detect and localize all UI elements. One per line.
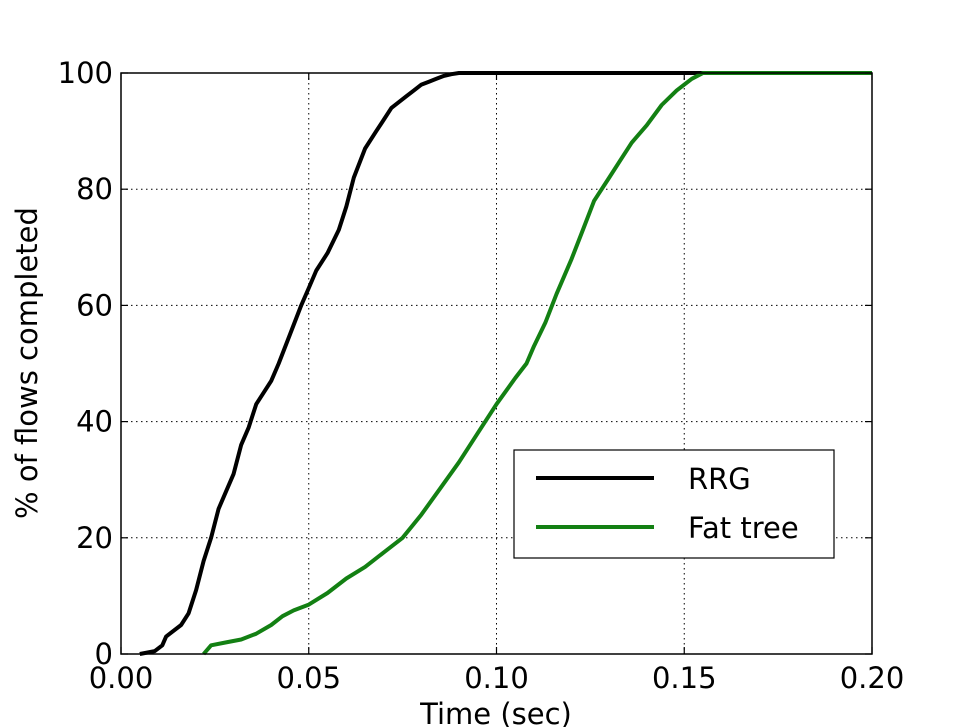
x-tick-label: 0.15 [652, 661, 717, 695]
series-line-rrg [139, 71, 872, 656]
series-group [139, 71, 872, 656]
legend: RRG Fat tree [513, 449, 835, 559]
ticks: 0.00 0.05 0.10 0.15 0.20 0 20 40 60 80 100 [58, 56, 905, 695]
x-tick-label: 0.20 [840, 661, 905, 695]
x-axis-label: Time (sec) [419, 697, 572, 727]
legend-label-fat-tree: Fat tree [688, 511, 799, 545]
y-tick-label: 20 [76, 521, 113, 555]
series-line-fat-tree [202, 71, 872, 656]
legend-label-rrg: RRG [688, 462, 751, 496]
y-axis-label: % of flows completed [10, 207, 44, 519]
y-tick-label: 60 [76, 288, 113, 322]
x-tick-label: 0.00 [89, 661, 154, 695]
x-tick-label: 0.10 [464, 661, 529, 695]
x-tick-label: 0.05 [276, 661, 341, 695]
y-tick-label: 40 [76, 405, 113, 439]
legend-box [513, 449, 835, 559]
y-tick-label: 100 [58, 56, 113, 90]
y-tick-label: 80 [76, 172, 113, 206]
y-tick-label: 0 [95, 637, 113, 671]
grid [121, 73, 872, 654]
